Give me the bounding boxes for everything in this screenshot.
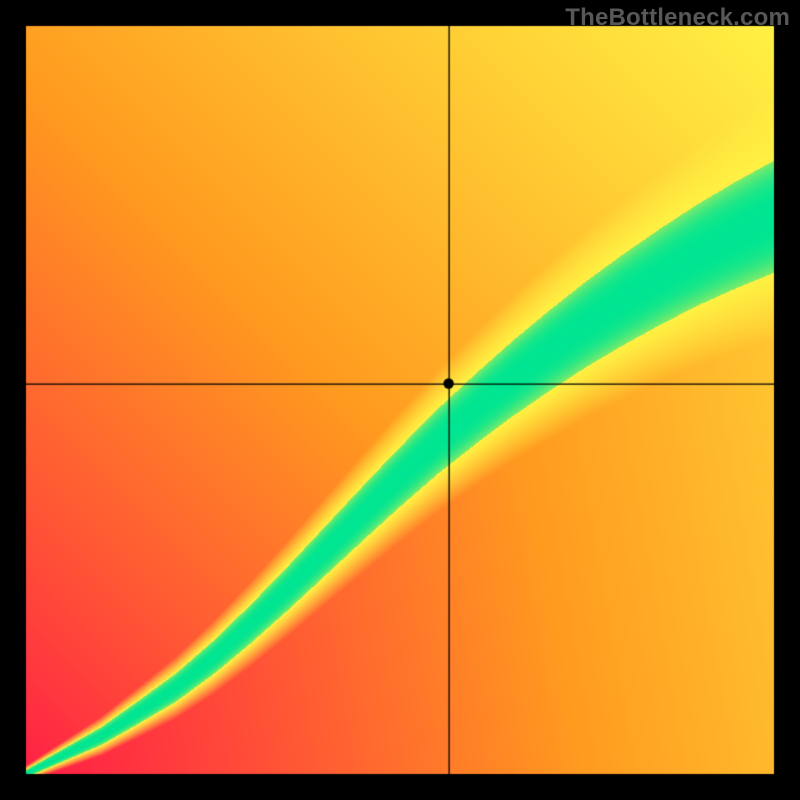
- chart-container: TheBottleneck.com: [0, 0, 800, 800]
- watermark-text: TheBottleneck.com: [565, 4, 790, 32]
- heatmap-canvas: [0, 0, 800, 800]
